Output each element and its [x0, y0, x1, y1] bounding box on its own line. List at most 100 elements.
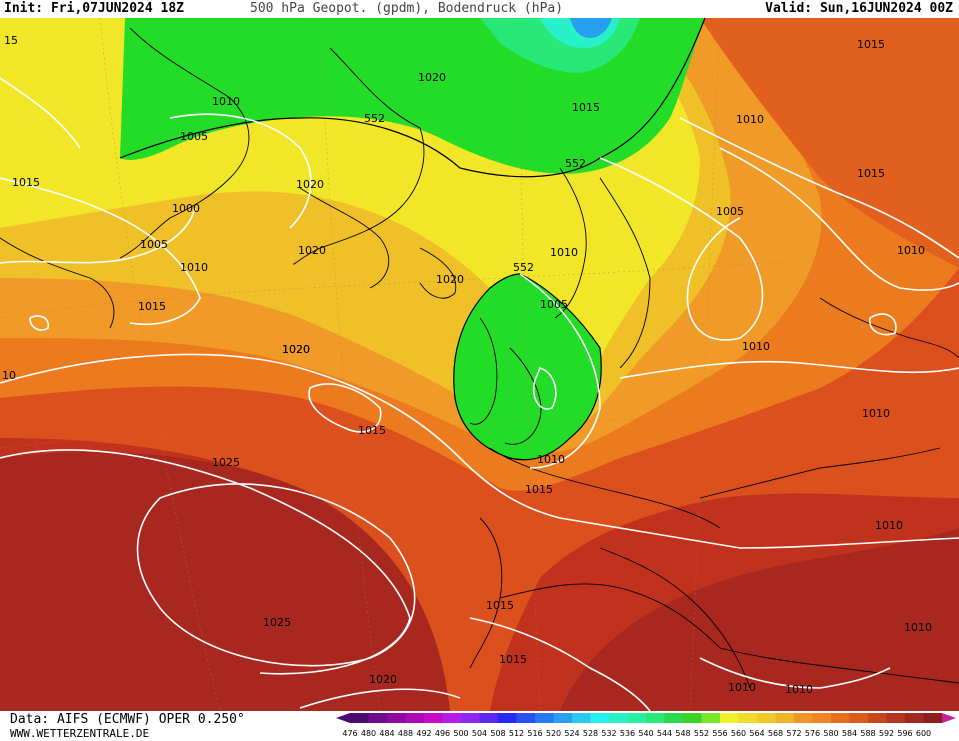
isobar-label: 1020: [418, 71, 446, 84]
scale-tick-label: 592: [879, 729, 894, 738]
isobar-label: 1015: [138, 300, 166, 313]
isobar-label: 1020: [369, 673, 397, 686]
isobar-label: 1015: [486, 599, 514, 612]
field-blue: [570, 18, 612, 38]
isobar-label: 1010: [728, 681, 756, 694]
scale-swatch: [479, 713, 498, 723]
data-source-label: Data: AIFS (ECMWF) OPER 0.250°: [10, 712, 245, 727]
scale-arrow-left: [336, 713, 350, 723]
scale-swatch: [516, 713, 535, 723]
scale-swatch: [368, 713, 387, 723]
map-footer: Data: AIFS (ECMWF) OPER 0.250° WWW.WETTE…: [0, 711, 959, 741]
scale-swatch: [923, 713, 942, 723]
scale-swatch: [424, 713, 443, 723]
field-darkred-se: [560, 528, 959, 711]
website-label: WWW.WETTERZENTRALE.DE: [10, 727, 150, 740]
isobar-label: 1010: [904, 621, 932, 634]
scale-tick-label: 516: [527, 729, 542, 738]
scale-swatch: [794, 713, 813, 723]
isobar-label: 1010: [537, 453, 565, 466]
scale-tick-label: 500: [453, 729, 468, 738]
isobar-label: 1025: [263, 616, 291, 629]
scale-tick-label: 488: [398, 729, 413, 738]
scale-swatch: [350, 713, 369, 723]
scale-swatch: [720, 713, 739, 723]
weather-map: 15 1015 1015 1020 1010 1015 1005 1020 55…: [0, 18, 959, 711]
pressure-labels: 15 1015 1015 1020 1010 1015 1005 1020 55…: [2, 34, 932, 696]
scale-swatch: [812, 713, 831, 723]
scale-tick-label: 512: [509, 729, 524, 738]
isobar-label: 1015: [525, 483, 553, 496]
scale-tick-label: 568: [768, 729, 783, 738]
scale-swatch: [849, 713, 868, 723]
scale-swatch: [609, 713, 628, 723]
isobar-label: 1010: [862, 407, 890, 420]
scale-swatch: [757, 713, 776, 723]
contour-552-cutoff: [453, 273, 602, 461]
scale-swatch: [738, 713, 757, 723]
isobar-label: 1010: [875, 519, 903, 532]
isobar-label: 1005: [540, 298, 568, 311]
scale-arrow-right: [942, 713, 956, 723]
scale-swatch: [627, 713, 646, 723]
scale-tick-label: 520: [546, 729, 561, 738]
scale-tick-label: 580: [823, 729, 838, 738]
scale-swatch: [590, 713, 609, 723]
isobar-label: 1020: [436, 273, 464, 286]
isobar-label: 1010: [785, 683, 813, 696]
scale-tick-label: 492: [416, 729, 431, 738]
scale-tick-label: 528: [583, 729, 598, 738]
isobar-label: 1015: [857, 167, 885, 180]
scale-tick-label: 540: [638, 729, 653, 738]
isobar-label: 1020: [282, 343, 310, 356]
scale-tick-label: 596: [897, 729, 912, 738]
scale-tick-label: 560: [731, 729, 746, 738]
scale-tick-label: 476: [342, 729, 357, 738]
graticule: [0, 18, 959, 711]
isobar-label: 1020: [296, 178, 324, 191]
isobar-label: 1020: [282, 343, 310, 356]
map-title: 500 hPa Geopot. (gpdm), Bodendruck (hPa): [250, 1, 564, 16]
scale-tick-label: 484: [379, 729, 394, 738]
scale-tick-label: 572: [786, 729, 801, 738]
contour-label: 552: [513, 261, 534, 274]
scale-tick-label: 576: [805, 729, 820, 738]
isobar-label: 1020: [298, 244, 326, 257]
contour-label: 552: [565, 157, 586, 170]
scale-swatch: [831, 713, 850, 723]
scale-tick-label: 584: [842, 729, 857, 738]
isobar-label: 1015: [12, 176, 40, 189]
isobar-label: 1015: [572, 101, 600, 114]
scale-swatch: [553, 713, 572, 723]
field-green-cutoff: [453, 274, 602, 460]
isobar-label: 1010: [212, 95, 240, 108]
scale-swatch: [498, 713, 517, 723]
scale-swatch: [868, 713, 887, 723]
isobar-label: 1005: [180, 130, 208, 143]
isobar-label: 1010: [736, 113, 764, 126]
scale-tick-label: 524: [564, 729, 579, 738]
scale-swatch: [442, 713, 461, 723]
scale-swatch: [905, 713, 924, 723]
scale-swatch: [535, 713, 554, 723]
isobar-label: 1005: [716, 205, 744, 218]
init-time-label: Init: Fri,07JUN2024 18Z: [4, 1, 185, 16]
contour-552-north: [119, 18, 706, 178]
scale-tick-label: 544: [657, 729, 672, 738]
isobar-label: 1015: [499, 653, 527, 666]
scale-swatch: [387, 713, 406, 723]
scale-tick-label: 504: [472, 729, 487, 738]
scale-tick-label: 532: [601, 729, 616, 738]
contour-label: 552: [364, 112, 385, 125]
scale-tick-label: 480: [361, 729, 376, 738]
isobar-label: 1015: [857, 38, 885, 51]
scale-swatch: [683, 713, 702, 723]
scale-swatch: [646, 713, 665, 723]
map-header: Init: Fri,07JUN2024 18Z 500 hPa Geopot. …: [0, 0, 959, 18]
field-ne-orange: [700, 18, 959, 268]
scale-swatch: [572, 713, 591, 723]
isobars: [0, 77, 959, 711]
scale-tick-label: 600: [916, 729, 931, 738]
scale-tick-label: 548: [675, 729, 690, 738]
scale-swatch: [405, 713, 424, 723]
